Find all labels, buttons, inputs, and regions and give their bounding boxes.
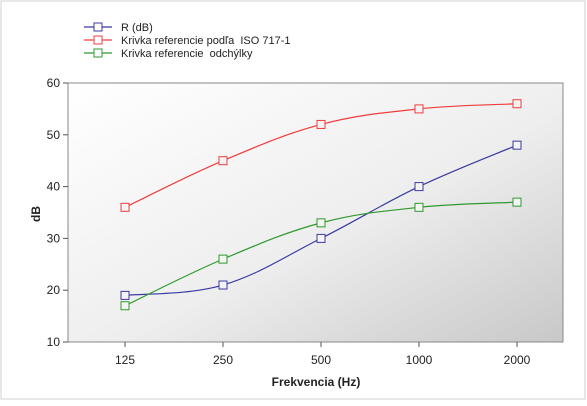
data-point: [120, 290, 130, 300]
legend-item: Krivka referencie odchýlky: [84, 48, 253, 60]
data-point: [218, 156, 228, 166]
data-point: [512, 99, 522, 109]
legend-marker: [93, 35, 103, 45]
y-tick-label: 40: [47, 180, 61, 194]
x-tick-label: 2000: [504, 353, 531, 367]
data-point: [218, 280, 228, 290]
legend-item: R (dB): [84, 22, 153, 34]
data-point: [512, 197, 522, 207]
data-point: [218, 254, 228, 264]
y-tick-label: 60: [47, 76, 61, 90]
y-tick-label: 50: [47, 128, 61, 142]
legend-marker: [93, 48, 103, 58]
x-tick-label: 1000: [406, 353, 433, 367]
data-point: [414, 202, 424, 212]
data-point: [316, 119, 326, 129]
x-tick-label: 250: [213, 353, 233, 367]
data-point: [414, 182, 424, 192]
legend-label: Krivka referencie podľa ISO 717-1: [121, 35, 291, 47]
legend-marker: [93, 22, 103, 32]
x-tick-label: 125: [115, 353, 135, 367]
legend-item: Krivka referencie podľa ISO 717-1: [84, 35, 291, 47]
data-point: [120, 301, 130, 311]
data-point: [316, 233, 326, 243]
series-layer: [120, 99, 522, 311]
data-point: [414, 104, 424, 114]
series-1: [120, 140, 522, 300]
x-tick-label: 500: [311, 353, 331, 367]
series-2: [120, 99, 522, 212]
legend-label: R (dB): [121, 22, 153, 34]
data-point: [316, 218, 326, 228]
legend: R (dB)Krivka referencie podľa ISO 717-1K…: [84, 22, 291, 60]
plot-area: [67, 82, 564, 343]
data-point: [512, 140, 522, 150]
y-axis-label: dB: [29, 206, 43, 222]
data-point: [120, 202, 130, 212]
y-tick-label: 10: [47, 335, 61, 349]
series-3: [120, 197, 522, 311]
axes: 10 20 30 40 50 60 125 250 500 1000 2000: [47, 76, 531, 367]
y-tick-label: 30: [47, 231, 61, 245]
y-tick-label: 20: [47, 283, 61, 297]
legend-label: Krivka referencie odchýlky: [121, 48, 253, 60]
x-axis-label: Frekvencia (Hz): [272, 375, 361, 389]
